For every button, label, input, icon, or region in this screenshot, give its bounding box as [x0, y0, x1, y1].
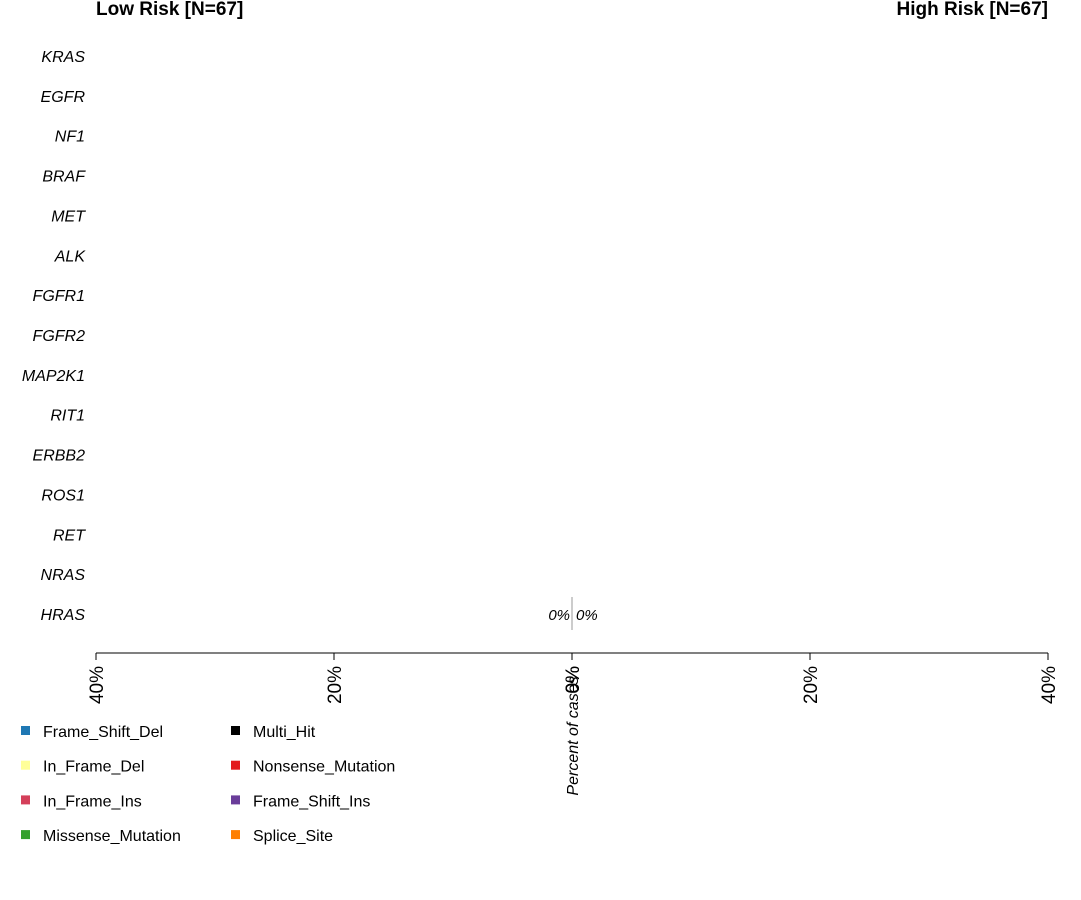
legend-swatch — [21, 830, 30, 840]
gene-label: RIT1 — [50, 408, 85, 425]
gene-label: NF1 — [55, 129, 85, 146]
gene-label: FGFR1 — [33, 288, 85, 305]
gene-label: ROS1 — [41, 487, 85, 504]
x-tick-label: 20% — [801, 666, 822, 704]
x-tick-label: 0% — [563, 666, 584, 694]
gene-label: EGFR — [41, 89, 86, 106]
x-tick-label: 40% — [1039, 666, 1060, 704]
gene-label: HRAS — [41, 607, 86, 624]
x-tick-label: 40% — [87, 666, 108, 704]
gene-label: BRAF — [42, 169, 86, 186]
x-axis-ticks: 40% 20% 0%0% 20% 40% — [87, 653, 1060, 704]
legend-swatch — [231, 760, 240, 770]
x-axis-label: Percent of cases — [565, 676, 582, 795]
gene-labels: KRAS EGFR NF1 BRAF MET ALK FGFR1 FGFR2 MAP2K1 RIT… — [22, 49, 86, 624]
legend: Frame_Shift_Del In_Frame_Del In_Frame_Ins M… — [21, 724, 395, 845]
legend-swatch — [21, 760, 30, 770]
right-group-title: High Risk [N=67] — [896, 0, 1048, 20]
legend-label: Splice_Site — [253, 828, 333, 845]
data-label-left: 0% — [548, 607, 570, 624]
legend-label: In_Frame_Ins — [43, 793, 142, 810]
legend-swatch — [21, 795, 30, 805]
legend-swatch — [231, 830, 240, 840]
gene-label: MAP2K1 — [22, 368, 85, 385]
legend-swatch — [21, 726, 30, 735]
legend-label: Frame_Shift_Del — [43, 724, 163, 741]
gene-label: FGFR2 — [33, 328, 86, 345]
legend-swatch — [231, 726, 240, 735]
x-tick-label: 20% — [325, 666, 346, 704]
gene-label: RET — [53, 527, 86, 544]
legend-label: Multi_Hit — [253, 724, 316, 741]
gene-label: KRAS — [41, 49, 85, 66]
left-group-title: Low Risk [N=67] — [96, 0, 243, 20]
gene-label: MET — [51, 208, 86, 225]
legend-label: Missense_Mutation — [43, 828, 181, 845]
legend-label: In_Frame_Del — [43, 759, 144, 776]
gene-label: NRAS — [41, 567, 86, 584]
gene-label: ERBB2 — [33, 448, 86, 465]
x-tick-label: 0% — [563, 666, 584, 694]
legend-label: Frame_Shift_Ins — [253, 793, 370, 810]
legend-swatch — [231, 795, 240, 805]
legend-label: Nonsense_Mutation — [253, 759, 395, 776]
gene-label: ALK — [54, 248, 87, 265]
data-labels: 0% 0% — [548, 596, 598, 630]
data-label-right: 0% — [576, 607, 598, 624]
